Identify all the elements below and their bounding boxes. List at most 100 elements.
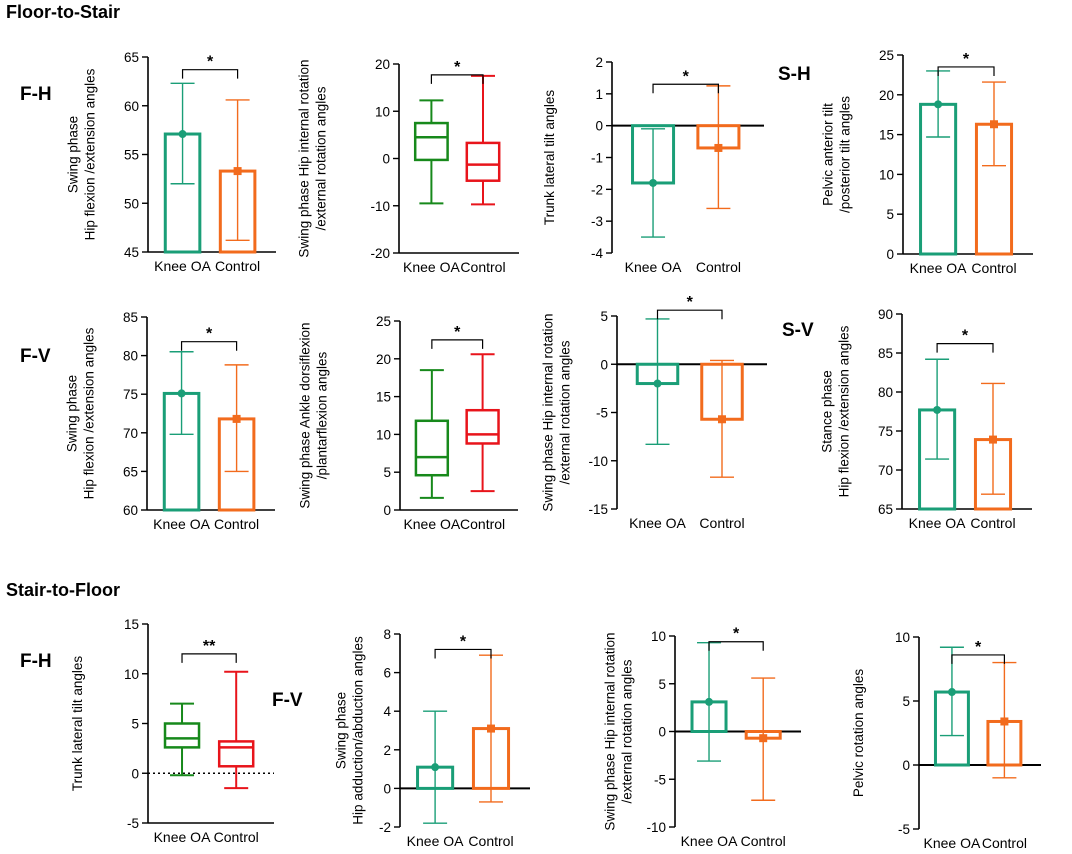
x-tick-label: Control <box>696 259 741 275</box>
x-tick-label: Control <box>741 833 786 849</box>
x-tick-label: Knee OA <box>629 515 686 531</box>
y-axis-label: /external rotation angles <box>620 659 635 803</box>
y-tick-label: 20 <box>375 57 390 72</box>
y-tick-label: -2 <box>379 820 391 835</box>
mean-point <box>705 697 714 706</box>
y-tick-label: -1 <box>591 151 603 166</box>
y-tick-label: 75 <box>123 387 138 402</box>
y-tick-label: -2 <box>591 182 603 197</box>
x-tick-label: Control <box>970 515 1015 531</box>
mean-point <box>487 724 495 733</box>
y-tick-label: 50 <box>124 196 139 211</box>
y-tick-label: -5 <box>127 816 139 831</box>
significance-marker: * <box>687 294 694 311</box>
y-tick-label: 2 <box>595 55 603 70</box>
significance-bracket <box>937 66 995 76</box>
y-tick-label: 15 <box>376 390 391 405</box>
significance-bracket <box>431 339 484 349</box>
box-control <box>465 141 501 182</box>
box-control <box>217 740 255 768</box>
significance-marker: * <box>454 324 461 341</box>
x-tick-label: Control <box>460 259 505 275</box>
y-tick-label: -4 <box>591 246 603 261</box>
y-axis-label: /external rotation angles <box>314 86 329 230</box>
y-tick-label: -5 <box>596 406 608 421</box>
y-axis-label: Hip adduction/abduction angles <box>351 636 366 825</box>
y-tick-label: 0 <box>886 247 894 262</box>
y-tick-label: 70 <box>878 463 893 478</box>
mean-point <box>431 763 440 772</box>
y-axis-label: Trunk lateral tilt angles <box>542 90 557 226</box>
y-tick-label: -3 <box>591 214 603 229</box>
y-tick-label: 2 <box>383 743 391 758</box>
y-tick-label: 45 <box>124 245 139 260</box>
mean-point <box>653 379 662 388</box>
y-tick-label: 75 <box>878 424 893 439</box>
condition-label: S-H <box>778 64 811 85</box>
x-tick-label: Knee OA <box>154 258 211 274</box>
x-tick-label: Control <box>215 258 260 274</box>
x-tick-label: Control <box>460 516 505 532</box>
x-tick-label: Control <box>699 515 744 531</box>
y-tick-label: -15 <box>588 502 608 517</box>
x-tick-label: Knee OA <box>403 516 460 532</box>
y-tick-label: 1 <box>595 87 603 102</box>
x-tick-label: Knee OA <box>681 833 738 849</box>
box-knee-oa <box>414 419 450 477</box>
y-axis-label: Swing phase <box>65 375 80 452</box>
mean-point <box>934 100 943 109</box>
y-tick-label: 0 <box>131 766 139 781</box>
y-tick-label: 6 <box>383 666 391 681</box>
mean-point <box>947 688 956 697</box>
significance-marker: * <box>454 59 461 76</box>
y-axis-label: /external rotation angles <box>558 340 573 484</box>
significance-marker: * <box>975 639 982 656</box>
x-tick-label: Control <box>214 829 259 845</box>
y-tick-label: -10 <box>588 454 608 469</box>
y-tick-label: 5 <box>131 717 139 732</box>
condition-label: F-H <box>20 651 52 672</box>
x-tick-label: Knee OA <box>910 260 967 276</box>
y-tick-label: 10 <box>895 630 910 645</box>
y-axis-label: Hip flexion /extension angles <box>837 325 852 497</box>
y-tick-label: 0 <box>382 152 390 167</box>
mean-point <box>714 143 723 152</box>
y-tick-label: 80 <box>123 349 138 364</box>
significance-bracket <box>951 654 1005 664</box>
y-tick-label: 5 <box>383 465 391 480</box>
mean-point <box>233 167 242 176</box>
significance-bracket <box>652 83 719 94</box>
x-tick-label: Knee OA <box>407 833 464 849</box>
y-tick-label: 0 <box>595 119 603 134</box>
significance-marker: * <box>733 626 740 643</box>
condition-label: F-V <box>272 690 303 711</box>
mean-point <box>759 734 768 743</box>
y-tick-label: 85 <box>878 346 893 361</box>
significance-bracket <box>936 343 994 353</box>
x-tick-label: Knee OA <box>153 516 210 532</box>
box-knee-oa <box>413 121 449 162</box>
y-tick-label: -20 <box>370 246 390 261</box>
y-tick-label: 15 <box>879 128 894 143</box>
y-tick-label: 25 <box>376 314 391 329</box>
y-tick-label: 60 <box>124 99 139 114</box>
y-axis-label: Trunk lateral tilt angles <box>70 656 85 792</box>
y-tick-label: 0 <box>600 357 608 372</box>
box-knee-oa <box>163 722 201 749</box>
y-tick-label: 5 <box>886 207 894 222</box>
significance-marker: ** <box>203 638 216 655</box>
y-tick-label: 5 <box>658 677 666 692</box>
y-axis-label: Hip flexion /extension angles <box>82 327 97 499</box>
box-control <box>465 408 500 445</box>
x-tick-label: Control <box>971 260 1016 276</box>
y-tick-label: 85 <box>123 310 138 325</box>
y-tick-label: 80 <box>878 385 893 400</box>
significance-bracket <box>181 69 239 79</box>
mean-point <box>933 405 942 414</box>
y-tick-label: 90 <box>878 307 893 322</box>
